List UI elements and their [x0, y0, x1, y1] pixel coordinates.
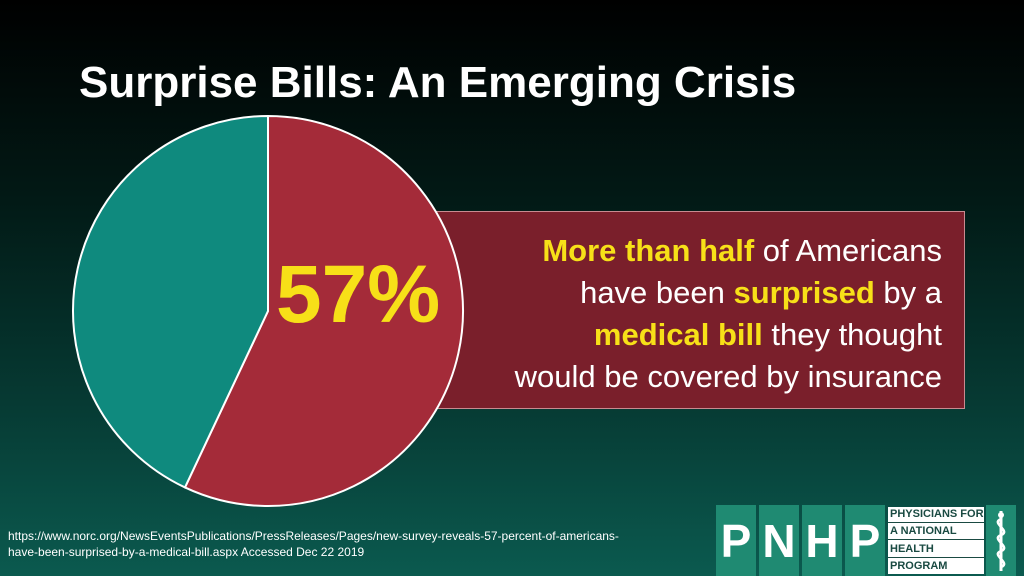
logo-letters: P N H P — [716, 505, 888, 576]
logo-word-1: PHYSICIANS FOR — [888, 507, 984, 523]
callout-text-2b: by a — [874, 275, 942, 310]
logo-letter-n: N — [759, 505, 799, 576]
highlight-surprised: surprised — [733, 275, 875, 310]
highlight-more-than-half: More than half — [542, 233, 755, 268]
logo-word-2: A NATIONAL — [888, 524, 984, 541]
source-line-2: have-been-surprised-by-a-medical-bill.as… — [8, 545, 365, 559]
logo-word-3: HEALTH — [888, 542, 984, 558]
pie-label-57: 57% — [276, 249, 441, 340]
callout-line-1: More than half of Americans — [442, 230, 942, 272]
callout-box: More than half of Americans have been su… — [395, 211, 965, 409]
source-citation: https://www.norc.org/NewsEventsPublicati… — [8, 528, 698, 560]
callout-line-2: have been surprised by a — [442, 272, 942, 314]
slide-title: Surprise Bills: An Emerging Crisis — [79, 58, 797, 107]
callout-line-4: would be covered by insurance — [514, 359, 942, 394]
callout-text-2a: have been — [580, 275, 734, 310]
logo-letter-p2: P — [845, 505, 885, 576]
logo-letter-h: H — [802, 505, 842, 576]
caduceus-icon — [986, 505, 1016, 576]
pnhp-logo: P N H P PHYSICIANS FOR A NATIONAL HEALTH… — [716, 505, 1016, 576]
pie-slice-1 — [72, 114, 269, 489]
logo-word-4: PROGRAM — [890, 559, 948, 572]
logo-letter-p1: P — [716, 505, 756, 576]
pie-slice-0 — [183, 114, 464, 507]
source-line-1: https://www.norc.org/NewsEventsPublicati… — [8, 529, 619, 543]
highlight-medical-bill: medical bill — [593, 317, 763, 352]
callout-line-3: medical bill they thought — [442, 314, 942, 356]
logo-words: PHYSICIANS FOR A NATIONAL HEALTH PROGRAM — [888, 507, 984, 574]
callout-text-1: of Americans — [754, 233, 942, 268]
callout-text: More than half of Americans have been su… — [442, 230, 942, 398]
callout-text-3: they thought — [762, 317, 942, 352]
